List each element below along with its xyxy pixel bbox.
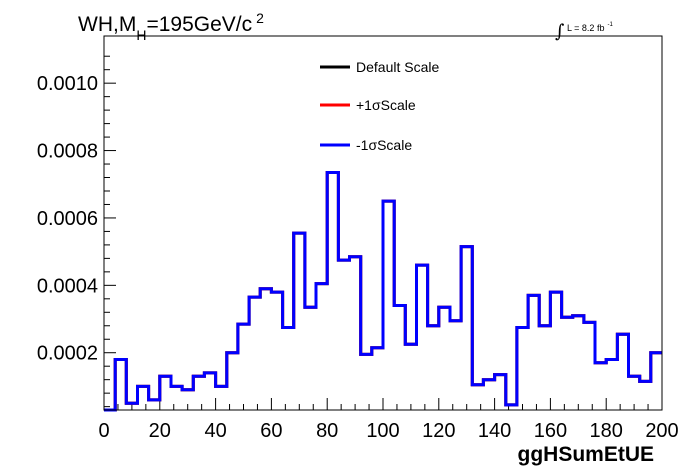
legend-label-plus1sigma: +1σScale bbox=[356, 97, 416, 113]
y-tick-label: 0.0006 bbox=[37, 208, 98, 230]
title-suffix: =195GeV/c bbox=[146, 13, 252, 36]
plot-frame bbox=[103, 35, 663, 411]
x-tick-label: 200 bbox=[645, 420, 678, 442]
x-tick-label: 0 bbox=[98, 420, 109, 442]
y-tick-label: 0.0008 bbox=[37, 141, 98, 163]
x-tick-label: 120 bbox=[422, 420, 455, 442]
x-tick-label: 20 bbox=[149, 420, 171, 442]
x-tick-label: 60 bbox=[260, 420, 282, 442]
x-axis-ticks: 0 20 40 60 80 100 120 140 160 180 200 bbox=[98, 398, 679, 442]
x-tick-label: 40 bbox=[204, 420, 226, 442]
legend: Default Scale +1σScale -1σScale bbox=[320, 59, 439, 153]
lumi-text: L = 8.2 fb bbox=[567, 23, 604, 33]
x-tick-label: 80 bbox=[316, 420, 338, 442]
title-subscript: H bbox=[136, 27, 146, 43]
y-tick-label: 0.0010 bbox=[37, 73, 98, 95]
y-tick-label: 0.0004 bbox=[37, 275, 98, 297]
x-axis-label: ggHSumEtUE bbox=[518, 443, 655, 466]
legend-label-minus1sigma: -1σScale bbox=[356, 137, 412, 153]
series-line-2 bbox=[104, 171, 662, 412]
x-tick-label: 100 bbox=[366, 420, 399, 442]
legend-label-default: Default Scale bbox=[356, 59, 439, 75]
x-tick-label: 180 bbox=[590, 420, 623, 442]
lumi-integral-sign: ∫ bbox=[555, 21, 565, 42]
x-tick-label: 160 bbox=[534, 420, 567, 442]
title-superscript: 2 bbox=[256, 10, 264, 26]
title-prefix: WH,M bbox=[78, 13, 136, 36]
lumi-label: L = 8.2 fb -1 bbox=[567, 22, 613, 33]
chart-title: WH,MH=195GeV/c 2 bbox=[78, 10, 264, 43]
x-tick-label: 140 bbox=[478, 420, 511, 442]
y-tick-label: 0.0002 bbox=[37, 343, 98, 365]
y-axis-ticks: 0.0002 0.0004 0.0006 0.0008 0.0010 bbox=[37, 55, 116, 408]
lumi-superscript: -1 bbox=[607, 22, 613, 28]
histogram-series bbox=[104, 171, 662, 412]
